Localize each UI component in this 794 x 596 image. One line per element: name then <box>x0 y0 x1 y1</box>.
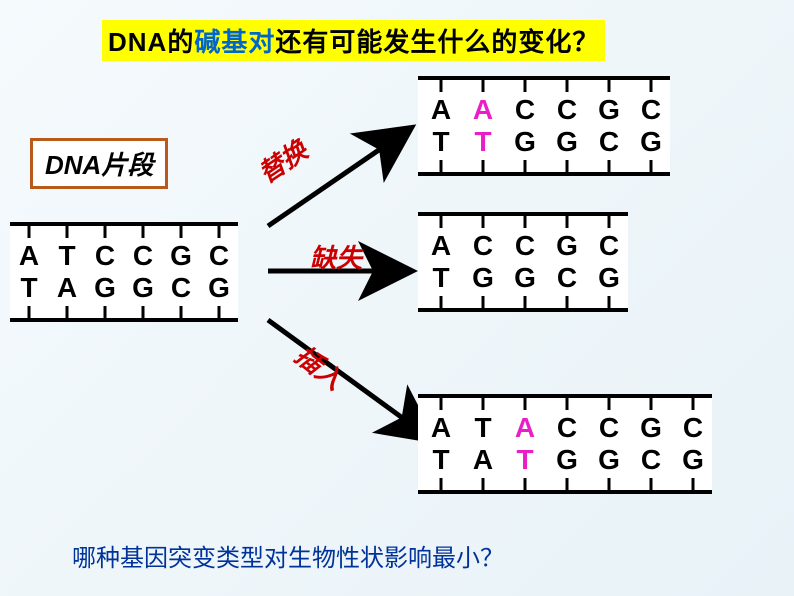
dna-original: ATCCGCTAGGCG <box>10 222 238 322</box>
base: A <box>48 272 86 304</box>
deletion-label: 缺失 <box>310 238 362 275</box>
base: C <box>632 94 670 126</box>
base: T <box>422 444 460 476</box>
base: G <box>124 272 162 304</box>
base: C <box>548 94 586 126</box>
base: C <box>162 272 200 304</box>
base: C <box>548 262 586 294</box>
base: G <box>506 262 544 294</box>
base: A <box>464 94 502 126</box>
title-banner: DNA的碱基对还有可能发生什么的变化？ <box>102 20 605 61</box>
base: A <box>422 94 460 126</box>
title-highlight: 碱基对 <box>194 27 275 57</box>
base: G <box>590 444 628 476</box>
base: G <box>506 126 544 158</box>
base: G <box>548 230 586 262</box>
base: C <box>548 412 586 444</box>
title-p3: 还有可能发生什么的变化？ <box>275 27 599 57</box>
base: G <box>590 262 628 294</box>
base: T <box>506 444 544 476</box>
base: A <box>506 412 544 444</box>
base: C <box>590 230 628 262</box>
base: G <box>200 272 238 304</box>
base: G <box>86 272 124 304</box>
base: T <box>464 126 502 158</box>
segment-label: DNA片段 <box>30 138 168 189</box>
base: T <box>10 272 48 304</box>
base: C <box>200 240 238 272</box>
base: G <box>590 94 628 126</box>
base: G <box>162 240 200 272</box>
base: A <box>422 412 460 444</box>
base: T <box>422 126 460 158</box>
base: G <box>548 444 586 476</box>
base: C <box>674 412 712 444</box>
base: C <box>506 94 544 126</box>
base: C <box>590 412 628 444</box>
base: G <box>632 126 670 158</box>
substitution-label: 替换 <box>250 131 314 191</box>
base: C <box>464 230 502 262</box>
base: C <box>86 240 124 272</box>
base: A <box>422 230 460 262</box>
base: A <box>464 444 502 476</box>
dna-deletion: ACCGCTGGCG <box>418 212 628 312</box>
base: T <box>464 412 502 444</box>
base: G <box>632 412 670 444</box>
dna-insertion: ATACCGCTATGGCG <box>418 394 712 494</box>
base: G <box>548 126 586 158</box>
base: T <box>48 240 86 272</box>
base: G <box>464 262 502 294</box>
insertion-label: 插入 <box>288 336 352 397</box>
base: C <box>590 126 628 158</box>
base: T <box>422 262 460 294</box>
bottom-question: 哪种基因突变类型对生物性状影响最小？ <box>72 538 504 573</box>
base: A <box>10 240 48 272</box>
base: C <box>632 444 670 476</box>
base: C <box>506 230 544 262</box>
base: C <box>124 240 162 272</box>
base: G <box>674 444 712 476</box>
title-p1: DNA的 <box>108 27 194 57</box>
dna-substitution: AACCGCTTGGCG <box>418 76 670 176</box>
